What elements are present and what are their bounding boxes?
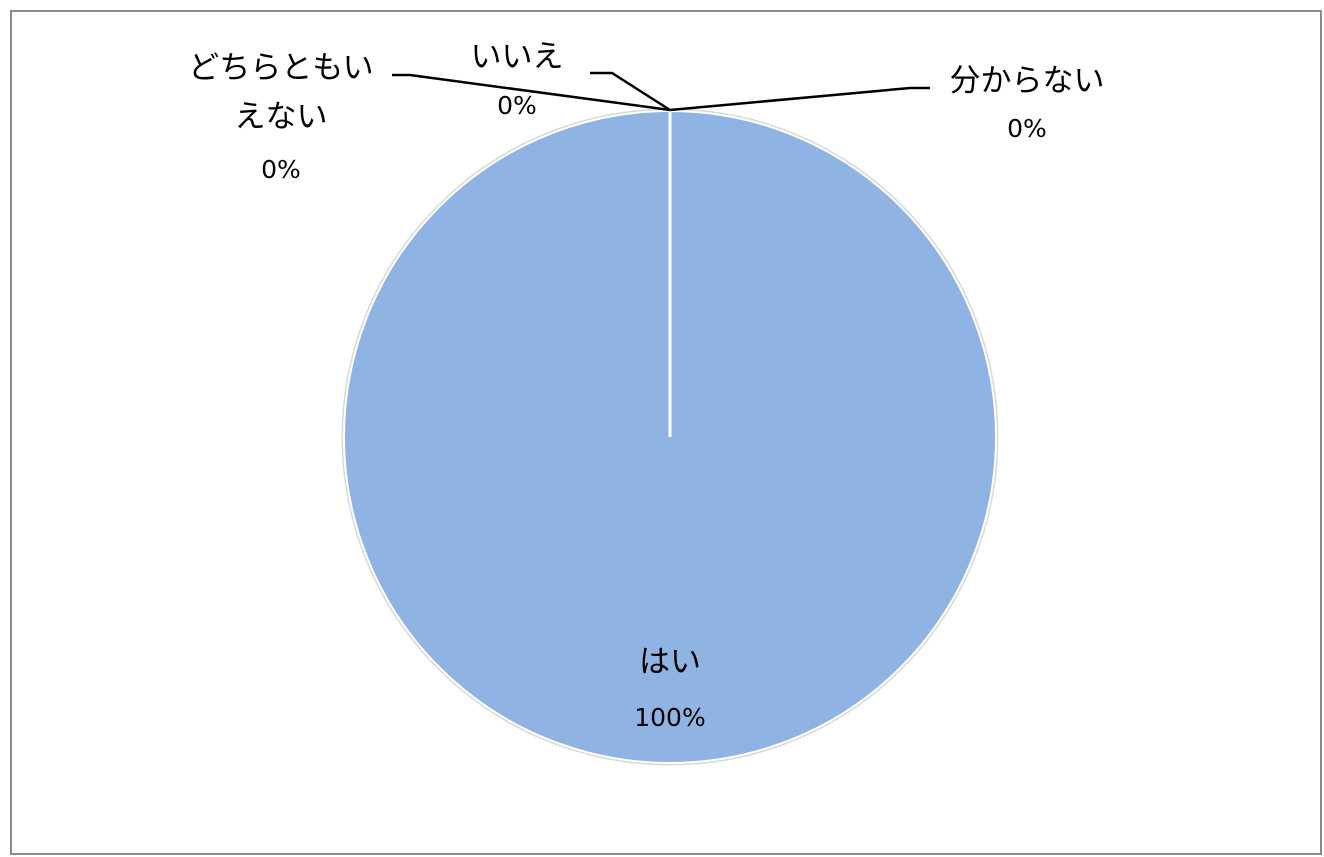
slice-percent-label-0: 100% [634,703,705,732]
slice-label-2-line-0: どちらともい [188,50,373,86]
slice-label-3: 分からない [950,63,1105,99]
leader-line-dochiratomo [392,73,671,112]
slice-percent-label-3: 0% [1007,114,1047,143]
leader-line-iie [590,71,671,112]
leader-lines [392,71,930,112]
slice-label-2-line-1: えない [235,99,328,135]
slice-percent-label-1: 0% [497,91,537,120]
leader-line-wakaranai [669,86,930,112]
slice-percent-label-2: 0% [261,155,301,184]
slice-label-1: いいえ [471,39,564,75]
slice-label-0: はい [639,644,701,680]
